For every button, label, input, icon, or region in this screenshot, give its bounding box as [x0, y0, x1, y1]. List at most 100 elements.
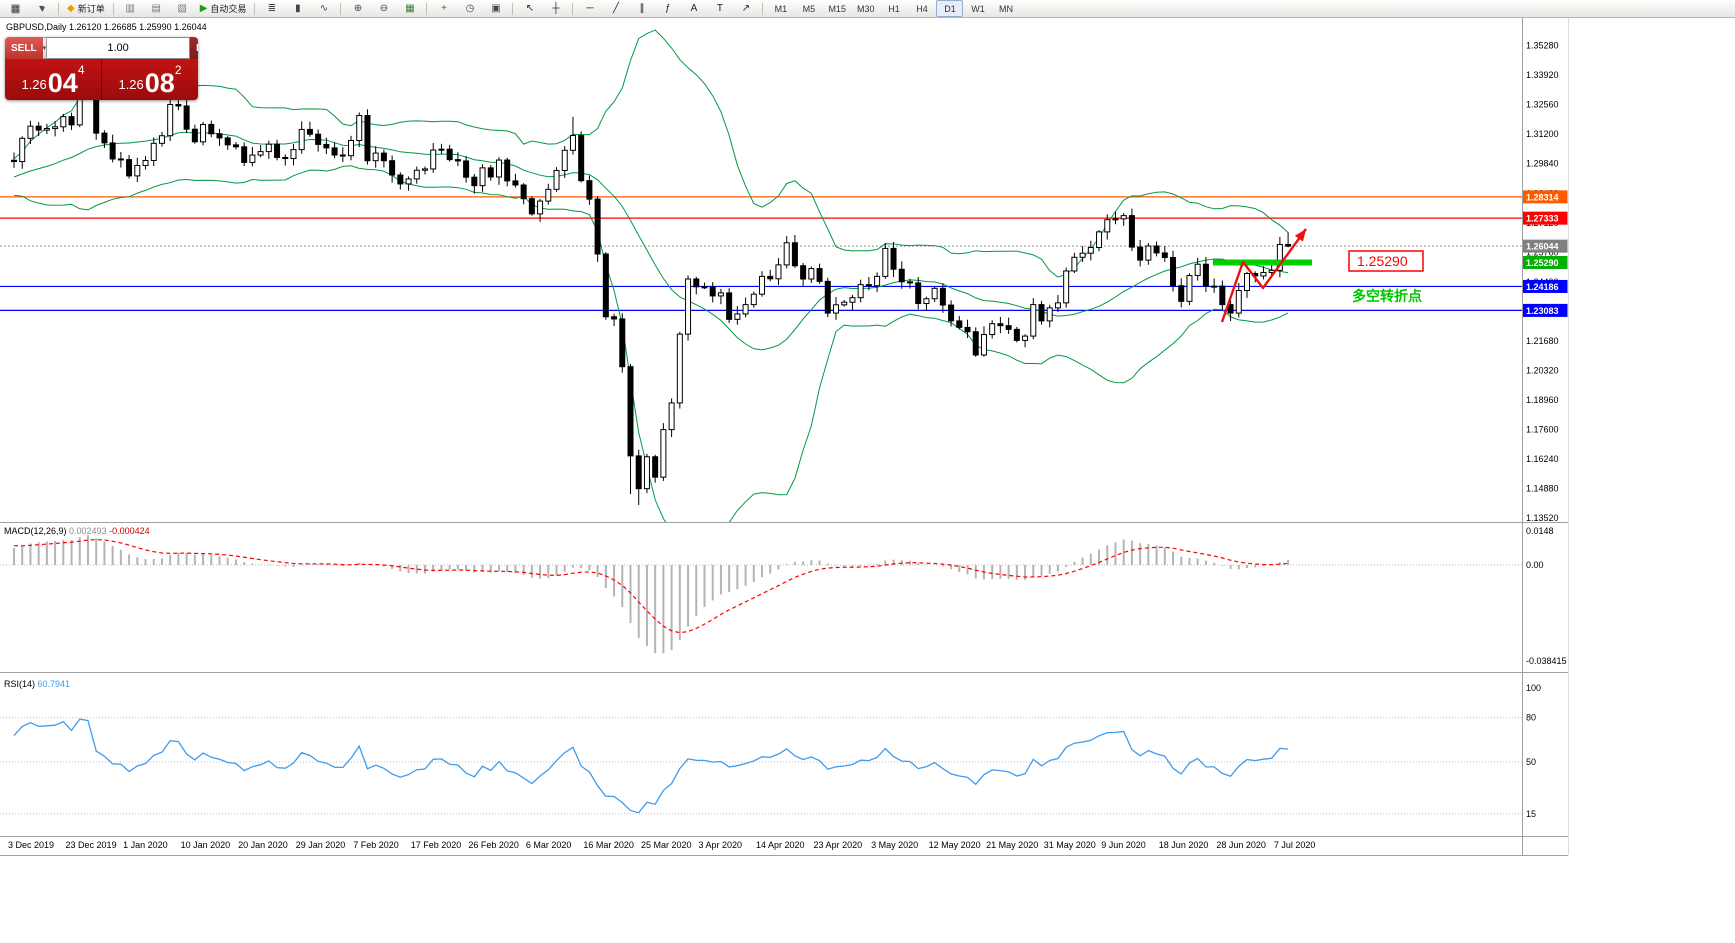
hline-tool-icon: ─ — [586, 3, 594, 14]
price-axis-tick: 1.16240 — [1526, 454, 1559, 464]
new-order-button[interactable]: ◆ 新订单 — [63, 0, 109, 17]
sell-button[interactable]: SELL — [5, 37, 43, 59]
time-axis-label: 7 Feb 2020 — [353, 840, 399, 850]
volume-input[interactable] — [47, 37, 191, 59]
price-divider — [101, 59, 102, 100]
trade-projection-arrow[interactable] — [1220, 228, 1307, 323]
mac-axis-tick: 0.0148 — [1526, 526, 1554, 536]
templates-dropdown-button[interactable]: ▣ — [483, 0, 508, 17]
crosshair-tool-button[interactable]: ┼ — [543, 0, 568, 17]
time-axis-label: 12 May 2020 — [929, 840, 981, 850]
price-axis-tick: 1.31200 — [1526, 129, 1559, 139]
price-axis-tick: 1.18960 — [1526, 395, 1559, 405]
timeframe-m5[interactable]: M5 — [802, 3, 816, 14]
timeframe-m30[interactable]: M30 — [856, 3, 875, 14]
time-axis-label: 3 May 2020 — [871, 840, 918, 850]
buy-button[interactable]: BUY — [190, 37, 198, 59]
macd-signal-line — [13, 538, 1289, 634]
autotrading-button[interactable]: ▶ 自动交易 — [196, 0, 251, 17]
rsi-axis-tick: 100 — [1526, 683, 1541, 693]
docking-icon[interactable]: ▨ — [3, 1, 28, 18]
periods-dropdown-button[interactable]: ◷ — [457, 0, 482, 17]
rsi-panel[interactable] — [0, 717, 1522, 815]
price-axis-tick: 1.33920 — [1526, 70, 1559, 80]
timeframe-mn[interactable]: MN — [998, 3, 1013, 14]
crosshair-tool-icon: ┼ — [552, 3, 560, 14]
profiles-dropdown-button[interactable]: ▾ — [29, 0, 54, 17]
toolbar-separator — [340, 2, 342, 15]
chart-type-bars-button[interactable]: ≣ — [259, 0, 284, 17]
trendline-tool-icon: ╱ — [612, 3, 619, 14]
mac-axis-tick: -0.038415 — [1526, 656, 1567, 666]
channel-tool-button[interactable]: ∥ — [629, 0, 654, 17]
macd-panel[interactable] — [0, 535, 1522, 654]
support-zone-badge-text: 1.25290 — [1526, 258, 1559, 268]
price-callout-box[interactable] — [1348, 250, 1424, 272]
new-order-icon: ◆ — [67, 3, 75, 14]
time-axis-label: 25 Mar 2020 — [641, 840, 692, 850]
chart-type-line-button[interactable]: ∿ — [311, 0, 336, 17]
bid-prefix: 1.26 — [21, 77, 47, 92]
periods-dropdown-icon: ◷ — [465, 3, 475, 14]
indicators-add-button[interactable]: + — [431, 0, 456, 17]
time-axis-label: 21 May 2020 — [986, 840, 1038, 850]
time-axis-label: 28 Jun 2020 — [1216, 840, 1266, 850]
time-axis-label: 26 Feb 2020 — [468, 840, 519, 850]
current-price-badge-text: 1.26044 — [1526, 242, 1559, 252]
fibonacci-tool-button[interactable]: ƒ — [655, 0, 680, 17]
main-chart-panel[interactable]: 1.25290 多空转折点 — [0, 29, 1522, 535]
arrows-dropdown-button[interactable]: ↗ — [733, 0, 758, 17]
rsi-axis-tick: 50 — [1526, 757, 1536, 767]
rsi-label: RSI(14) 60.7941 — [4, 679, 70, 689]
one-click-top-row: SELL ▾ BUY — [5, 37, 198, 59]
new-chart-button[interactable]: ▦ — [3, 0, 28, 17]
time-axis-label: 20 Jan 2020 — [238, 840, 288, 850]
timeframe-m1[interactable]: M1 — [774, 3, 788, 14]
one-click-prices: 1.26 04 4 1.26 08 2 — [5, 59, 198, 100]
time-axis-label: 1 Jan 2020 — [123, 840, 168, 850]
zoom-in-button[interactable]: ⊕ — [345, 0, 370, 17]
label-tool-button[interactable]: T — [707, 0, 732, 17]
ask-price[interactable]: 1.26 08 2 — [102, 59, 198, 100]
bid-point-digit: 4 — [77, 63, 85, 77]
price-axis-tick: 1.32560 — [1526, 100, 1559, 110]
bid-price[interactable]: 1.26 04 4 — [5, 59, 101, 100]
one-click-trading-panel: SELL ▾ BUY 1.26 04 4 1.26 08 2 — [5, 37, 198, 100]
timeframe-h1[interactable]: H1 — [888, 3, 900, 14]
zoom-in-icon: ⊕ — [353, 3, 363, 14]
more-options[interactable]: ▾ — [30, 1, 55, 18]
zoom-out-button[interactable]: ⊖ — [371, 0, 396, 17]
text-tool-button[interactable]: A — [681, 0, 706, 17]
time-axis-label: 9 Jun 2020 — [1101, 840, 1146, 850]
trendline-tool-button[interactable]: ╱ — [603, 0, 628, 17]
timeframe-m15[interactable]: M15 — [828, 3, 846, 14]
market-watch-button[interactable]: ▥ — [118, 0, 143, 17]
navigator-button[interactable]: ▧ — [170, 0, 195, 17]
time-axis-label: 31 May 2020 — [1044, 840, 1096, 850]
timeframe-w1[interactable]: W1 — [971, 3, 985, 14]
ask-point-digit: 2 — [174, 63, 182, 77]
price-axis-tick: 1.20320 — [1526, 365, 1559, 375]
bollinger-middle — [13, 131, 1289, 351]
tile-windows-button[interactable]: ▦ — [397, 0, 422, 17]
time-axis-label: 23 Apr 2020 — [814, 840, 863, 850]
annotation-text[interactable]: 多空转折点 — [1352, 288, 1422, 304]
timeframe-d1[interactable]: D1 — [936, 0, 964, 17]
timeframe-h4[interactable]: H4 — [916, 3, 928, 14]
badge-1.27333-text: 1.27333 — [1526, 214, 1559, 224]
arrows-dropdown-icon: ↗ — [741, 3, 751, 14]
tile-windows-icon: ▦ — [405, 3, 415, 14]
price-axis-tick: 1.17600 — [1526, 424, 1559, 434]
time-axis-label: 10 Jan 2020 — [181, 840, 231, 850]
bollinger-lower — [13, 165, 1289, 522]
new-chart-icon: ▦ — [10, 3, 21, 14]
channel-tool-icon: ∥ — [639, 3, 645, 14]
data-window-button[interactable]: ▤ — [144, 0, 169, 17]
volume-dropdown[interactable]: ▾ — [42, 37, 48, 59]
toolbar-separator — [572, 2, 574, 15]
chart-type-candles-button[interactable]: ▮ — [285, 0, 310, 17]
time-axis-label: 6 Mar 2020 — [526, 840, 572, 850]
hline-tool-button[interactable]: ─ — [577, 0, 602, 17]
cursor-tool-button[interactable]: ↖ — [517, 0, 542, 17]
